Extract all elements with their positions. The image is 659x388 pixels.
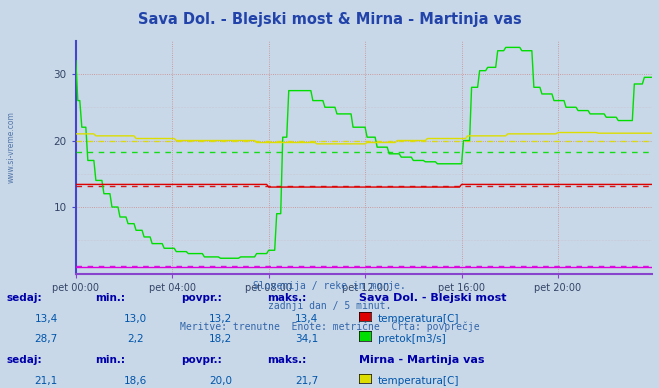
Text: 34,1: 34,1 xyxy=(295,334,318,344)
Text: 18,2: 18,2 xyxy=(209,334,233,344)
Text: temperatura[C]: temperatura[C] xyxy=(378,314,459,324)
Text: maks.:: maks.: xyxy=(267,355,306,365)
Text: min.:: min.: xyxy=(96,293,126,303)
Text: www.si-vreme.com: www.si-vreme.com xyxy=(7,111,16,184)
Text: pretok[m3/s]: pretok[m3/s] xyxy=(378,334,445,344)
Text: 13,4: 13,4 xyxy=(295,314,318,324)
Text: povpr.:: povpr.: xyxy=(181,293,222,303)
Text: 20,0: 20,0 xyxy=(210,376,232,386)
Text: 2,2: 2,2 xyxy=(127,334,144,344)
Text: povpr.:: povpr.: xyxy=(181,355,222,365)
Text: maks.:: maks.: xyxy=(267,293,306,303)
Text: 13,4: 13,4 xyxy=(34,314,58,324)
Text: 13,2: 13,2 xyxy=(209,314,233,324)
Text: 18,6: 18,6 xyxy=(123,376,147,386)
Text: 21,7: 21,7 xyxy=(295,376,318,386)
Text: temperatura[C]: temperatura[C] xyxy=(378,376,459,386)
Text: 28,7: 28,7 xyxy=(34,334,58,344)
Text: Sava Dol. - Blejski most & Mirna - Martinja vas: Sava Dol. - Blejski most & Mirna - Marti… xyxy=(138,12,521,27)
Text: Meritve: trenutne  Enote: metrične  Črta: povprečje: Meritve: trenutne Enote: metrične Črta: … xyxy=(180,320,479,332)
Text: sedaj:: sedaj: xyxy=(7,293,42,303)
Text: Slovenija / reke in morje.: Slovenija / reke in morje. xyxy=(253,281,406,291)
Text: 21,1: 21,1 xyxy=(34,376,58,386)
Text: 13,0: 13,0 xyxy=(123,314,147,324)
Text: zadnji dan / 5 minut.: zadnji dan / 5 minut. xyxy=(268,301,391,311)
Text: Mirna - Martinja vas: Mirna - Martinja vas xyxy=(359,355,484,365)
Text: min.:: min.: xyxy=(96,355,126,365)
Text: Sava Dol. - Blejski most: Sava Dol. - Blejski most xyxy=(359,293,507,303)
Text: sedaj:: sedaj: xyxy=(7,355,42,365)
